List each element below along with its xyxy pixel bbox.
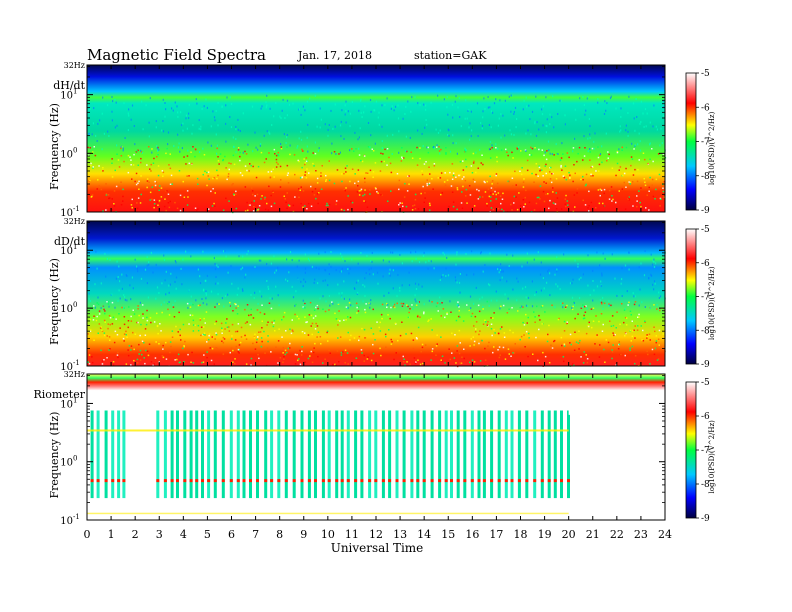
colorbar-tick-label: -5 <box>701 69 710 79</box>
y-tick-exponent: 1 <box>73 88 77 96</box>
x-tick-label: 10 <box>321 528 335 541</box>
y-tick-label: 10 <box>60 149 73 160</box>
colorbar-tick-label: -7 <box>701 138 710 148</box>
x-tick-label: 1 <box>108 528 115 541</box>
x-tick-label: 16 <box>465 528 479 541</box>
y-tick-exponent: 0 <box>73 455 77 463</box>
x-tick-label: 9 <box>300 528 307 541</box>
figure-title: Magnetic Field Spectra <box>87 46 266 64</box>
y-axis-label: Frequency (Hz) <box>48 103 61 190</box>
y-tick-label: 10 <box>60 516 73 527</box>
y-tick-exponent: -1 <box>73 513 80 521</box>
colorbar <box>685 381 697 519</box>
x-tick-label: 12 <box>369 528 383 541</box>
spectrogram-fill <box>87 221 665 366</box>
colorbar-tick-label: -9 <box>701 360 710 370</box>
x-tick-label: 13 <box>393 528 407 541</box>
y-tick-exponent: -1 <box>73 359 80 367</box>
colorbar-tick-label: -6 <box>701 259 710 269</box>
top-freq-label: 32Hz <box>64 370 85 379</box>
panel-label: dH/dt <box>53 79 85 92</box>
colorbar-tick-label: -6 <box>701 103 710 113</box>
colorbar <box>685 72 697 211</box>
colorbar-tick-label: -5 <box>701 225 710 235</box>
spectrogram-speckle <box>87 94 667 214</box>
x-tick-label: 20 <box>562 528 576 541</box>
x-axis-label: Universal Time <box>331 541 424 555</box>
x-tick-label: 19 <box>538 528 552 541</box>
y-tick-label: 10 <box>60 91 73 102</box>
x-tick-label: 17 <box>489 528 503 541</box>
y-tick-label: 10 <box>60 362 73 373</box>
colorbar-tick-label: -7 <box>701 293 710 303</box>
panel-label: dD/dt <box>54 235 86 248</box>
x-tick-label: 11 <box>345 528 359 541</box>
y-tick-label: 10 <box>60 208 73 219</box>
y-tick-label: 10 <box>60 246 73 257</box>
x-tick-label: 24 <box>658 528 672 541</box>
y-tick-exponent: -1 <box>73 205 80 213</box>
spectrogram-fill <box>87 65 665 212</box>
riometer-stripes <box>87 374 665 515</box>
y-tick-label: 10 <box>60 458 73 469</box>
colorbar-tick-label: -9 <box>701 514 710 524</box>
colorbar-label: log10(PSD)(V^2/Hz) <box>708 420 716 494</box>
x-tick-label: 0 <box>84 528 91 541</box>
y-axis-label: Frequency (Hz) <box>48 258 61 345</box>
colorbar-tick-label: -6 <box>701 412 710 422</box>
x-tick-label: 5 <box>204 528 211 541</box>
x-tick-label: 23 <box>634 528 648 541</box>
x-tick-label: 14 <box>417 528 431 541</box>
y-axis-label: Frequency (Hz) <box>48 412 61 499</box>
colorbar-tick-label: -8 <box>701 480 710 490</box>
x-tick-label: 21 <box>586 528 600 541</box>
y-tick-exponent: 0 <box>73 146 77 154</box>
y-tick-label: 10 <box>60 399 73 410</box>
x-tick-label: 2 <box>132 528 139 541</box>
colorbar-label: log10(PSD)(V^2/Hz) <box>708 266 716 340</box>
colorbar-tick-label: -9 <box>701 206 710 216</box>
x-tick-label: 6 <box>228 528 235 541</box>
x-tick-label: 22 <box>610 528 624 541</box>
x-tick-label: 18 <box>514 528 528 541</box>
colorbar-tick-label: -8 <box>701 326 710 336</box>
colorbar-tick-label: -7 <box>701 446 710 456</box>
x-axis: 0 1 2 3 4 5 6 7 8 9 10 11 12 13 14 15 16 17 18 19 20 21 22 23 24 <box>84 65 672 541</box>
x-tick-label: 15 <box>441 528 455 541</box>
top-freq-label: 32Hz <box>64 61 85 70</box>
y-tick-exponent: 0 <box>73 301 77 309</box>
x-tick-label: 7 <box>252 528 259 541</box>
colorbar-label: log10(PSD)(V^2/Hz) <box>708 111 716 185</box>
x-tick-label: 8 <box>276 528 283 541</box>
colorbar-tick-label: -8 <box>701 172 710 182</box>
figure-station: station=GAK <box>414 49 487 62</box>
panel-label: Riometer <box>33 388 85 401</box>
x-tick-label: 4 <box>180 528 187 541</box>
figure-date: Jan. 17, 2018 <box>297 49 372 62</box>
colorbar-tick-label: -5 <box>701 378 710 388</box>
x-tick-label: 3 <box>156 528 163 541</box>
top-freq-label: 32Hz <box>64 217 85 226</box>
colorbar <box>685 228 697 365</box>
y-tick-exponent: 1 <box>73 396 77 404</box>
y-tick-exponent: 1 <box>73 243 77 251</box>
spectrogram-speckle <box>87 250 666 368</box>
y-tick-label: 10 <box>60 304 73 315</box>
